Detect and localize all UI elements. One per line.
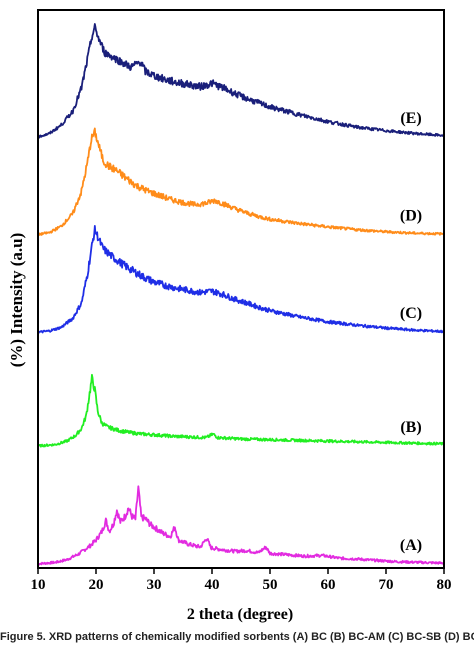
- x-axis: 10 20 30 40 50 60 70 80: [31, 568, 452, 593]
- x-tick-label: 60: [321, 577, 336, 593]
- series-line-c: [37, 224, 445, 334]
- x-tick-label: 50: [263, 577, 278, 593]
- series-line-e: [37, 23, 445, 139]
- series-line-b: [37, 373, 445, 448]
- series-layer: [37, 23, 445, 566]
- x-axis-label: 2 theta (degree): [187, 606, 293, 623]
- series-labels: (A) (B) (C) (D) (E): [400, 110, 422, 554]
- x-tick-label: 10: [31, 577, 46, 593]
- series-line-d: [37, 127, 445, 236]
- plot-frame: [37, 9, 445, 569]
- series-label-e: (E): [400, 110, 421, 127]
- x-tick-label: 70: [379, 577, 394, 593]
- x-tick-label: 40: [205, 577, 220, 593]
- series-label-a: (A): [400, 537, 422, 554]
- figure-caption: Figure 5. XRD patterns of chemically mod…: [0, 631, 474, 643]
- series-label-c: (C): [400, 305, 422, 322]
- series-label-d: (D): [400, 208, 422, 225]
- x-tick-label: 80: [437, 577, 452, 593]
- y-axis-label: (%) Intensity (a.u): [7, 233, 26, 368]
- series-label-b: (B): [400, 419, 421, 436]
- x-tick-label: 20: [89, 577, 104, 593]
- series-line-a: [37, 485, 445, 566]
- x-tick-label: 30: [147, 577, 162, 593]
